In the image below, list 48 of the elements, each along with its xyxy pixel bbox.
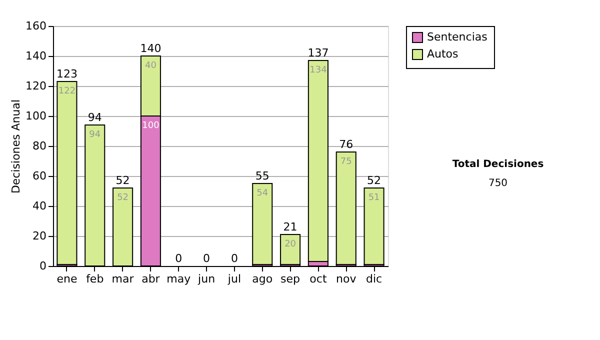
y-axis-title: Decisiones Anual [10, 99, 23, 194]
total-label: 52 [116, 174, 130, 187]
x-tick-label: ago [252, 272, 273, 286]
y-tick-label: 0 [40, 260, 46, 272]
total-label: 55 [255, 170, 270, 182]
x-tick-label: jul [226, 272, 242, 286]
y-tick-label: 80 [32, 140, 46, 152]
y-tick-label: 100 [26, 110, 46, 122]
total-label: 0 [203, 252, 210, 265]
total-label: 0 [175, 252, 182, 265]
x-tick-label: nov [336, 272, 357, 286]
data-label: 54 [256, 188, 268, 198]
total-label: 94 [88, 111, 102, 124]
x-tick-label: feb [86, 272, 104, 286]
y-tick-label: 140 [26, 50, 46, 62]
data-label: 94 [89, 130, 101, 140]
data-label: 122 [58, 86, 76, 96]
text: 750 [488, 178, 508, 189]
y-tick-label: 60 [32, 170, 46, 182]
x-tick-label: jun [197, 272, 216, 286]
total-label: 0 [230, 252, 238, 265]
text: Total Decisiones [452, 159, 544, 170]
y-tick-label: 40 [32, 200, 46, 212]
y-tick-label: 120 [26, 80, 46, 92]
total-label: 123 [56, 68, 78, 80]
total-label: 140 [140, 42, 162, 55]
x-tick-label: dic [366, 272, 382, 286]
x-tick-label: sep [280, 272, 300, 286]
total-label: 137 [308, 46, 329, 60]
data-label: 52 [117, 193, 129, 203]
x-tick-label: oct [310, 272, 328, 286]
data-label: 40 [144, 61, 157, 71]
x-tick-label: may [166, 272, 192, 286]
data-label: 100 [142, 121, 160, 131]
y-tick-label: 160 [26, 20, 46, 32]
total-label: 76 [339, 138, 354, 151]
data-label: 51 [368, 193, 380, 203]
data-label: 20 [284, 240, 296, 250]
x-tick-label: abr [142, 272, 160, 286]
total-label: 21 [283, 220, 298, 234]
x-tick-label: ene [56, 272, 78, 286]
data-label: 75 [340, 157, 352, 167]
legend-label: Sentencias [427, 30, 488, 44]
y-tick-label: 20 [32, 230, 46, 242]
data-label: 134 [310, 66, 328, 76]
total-label: 52 [367, 174, 382, 187]
legend-label: Autos [427, 48, 459, 60]
x-tick-label: mar [112, 272, 134, 286]
